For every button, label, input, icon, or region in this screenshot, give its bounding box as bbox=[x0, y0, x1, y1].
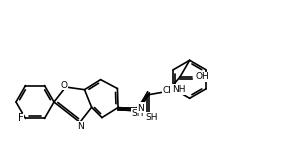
Text: OH: OH bbox=[195, 72, 209, 81]
Text: SH: SH bbox=[145, 113, 157, 122]
Text: N: N bbox=[78, 122, 84, 131]
Text: N: N bbox=[138, 104, 144, 113]
Text: NH: NH bbox=[172, 85, 185, 94]
Text: Cl: Cl bbox=[163, 86, 172, 95]
Text: SH: SH bbox=[132, 109, 144, 118]
Text: F: F bbox=[18, 114, 23, 123]
Text: N: N bbox=[138, 103, 144, 112]
Text: O: O bbox=[60, 81, 67, 89]
